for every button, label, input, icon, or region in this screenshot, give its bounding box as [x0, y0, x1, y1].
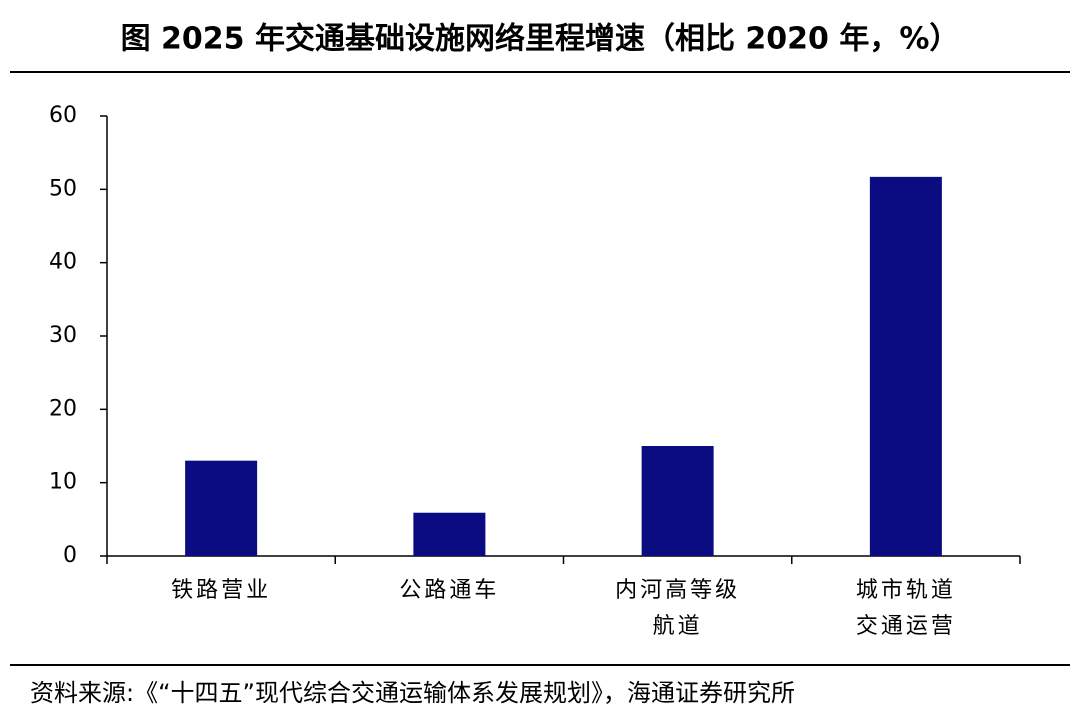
source: 资料来源:《“十四五”现代综合交通运输体系发展规划》，海通证券研究所	[30, 679, 795, 707]
y-tick-label: 60	[49, 103, 77, 128]
y-tick-label: 40	[49, 250, 77, 275]
bar	[185, 460, 258, 556]
y-tick-label: 50	[49, 176, 77, 201]
y-tick-label: 10	[49, 470, 77, 495]
y-tick-label: 30	[49, 323, 77, 348]
bar	[641, 446, 714, 556]
bar	[413, 512, 486, 556]
x-tick-label: 城市轨道交通运营	[856, 578, 956, 639]
y-tick-label: 0	[63, 543, 77, 568]
x-tick-label: 内河高等级航道	[615, 578, 740, 639]
chart-title: 图 2025 年交通基础设施网络里程增速（相比 2020 年，%）	[121, 22, 960, 57]
x-tick-label: 公路通车	[399, 578, 499, 603]
x-tick-label: 铁路营业	[171, 578, 271, 603]
y-tick-label: 20	[49, 396, 77, 421]
bar	[869, 176, 942, 556]
